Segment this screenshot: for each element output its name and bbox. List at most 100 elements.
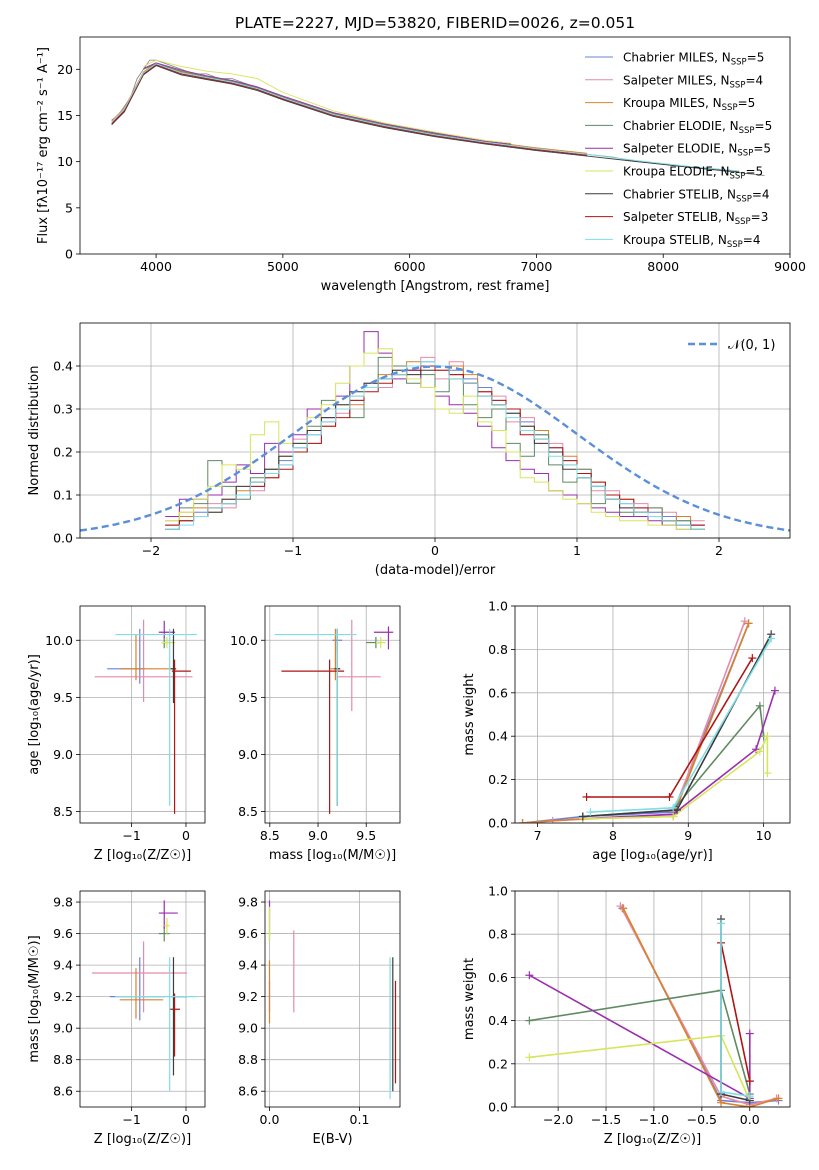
plot-area-mass-vs-EBV — [268, 900, 397, 1100]
y-tick-label: 9.0 — [238, 1021, 258, 1036]
legend-label-name: Kroupa STELIB, N — [623, 233, 727, 247]
legend-label-name: Chabrier MILES, N — [623, 51, 731, 65]
axes-frame — [264, 605, 401, 824]
model-line-kroupa-stelib — [111, 63, 740, 172]
series-line-salpeter-stelib — [720, 942, 751, 1082]
y-tick-label: 0.4 — [488, 729, 508, 744]
y-axis-label: Normed distribution — [27, 366, 42, 496]
y-tick-label: 1.0 — [488, 599, 508, 614]
point-marker — [770, 686, 779, 695]
normal-curve — [80, 365, 790, 532]
point-marker — [525, 971, 534, 980]
model-line-chabrier-stelib — [111, 65, 740, 173]
x-tick-label: 0.0 — [260, 1112, 280, 1127]
legend-label: 𝒩(0, 1) — [728, 338, 775, 353]
legend-label-name: Chabrier ELODIE, N — [623, 119, 739, 133]
point-marker — [745, 1092, 754, 1101]
y-tick-label: 9.5 — [238, 690, 258, 705]
y-tick-label: 0.0 — [488, 816, 508, 831]
x-tick-label: 10 — [756, 828, 772, 843]
figure-title: PLATE=2227, MJD=53820, FIBERID=0026, z=0… — [235, 14, 635, 32]
y-tick-label: 0.6 — [488, 970, 508, 985]
x-axis-label: age [log₁₀(age/yr)] — [592, 848, 713, 863]
axes-frame — [514, 890, 791, 1108]
x-tick-label: 7 — [534, 828, 542, 843]
series-line-salpeter-miles — [522, 620, 746, 823]
legend-label-sub: SSP — [727, 240, 743, 250]
model-line-chabrier-elodie — [143, 63, 512, 146]
y-tick-label: 0.6 — [488, 685, 508, 700]
legend-label-name: Chabrier STELIB, N — [623, 187, 736, 201]
point-marker — [525, 1053, 534, 1062]
y-tick-label: 8.5 — [53, 804, 73, 819]
legend-label: Chabrier ELODIE, NSSP=5 — [623, 119, 772, 136]
axes-frame — [514, 605, 791, 824]
errorbar-kroupa-miles — [119, 968, 164, 1019]
series-line-salpeter-elodie — [582, 690, 776, 820]
y-tick-label: 10.0 — [230, 633, 258, 648]
errorbar-chabrier-miles — [109, 957, 165, 1021]
y-axis-label: mass weight — [462, 673, 477, 755]
y-tick-label: 0 — [65, 247, 73, 262]
legend-label: Kroupa MILES, NSSP=5 — [623, 96, 755, 113]
plot-area-mass-vs-Z — [91, 900, 197, 1092]
plot-area-residuals — [80, 331, 790, 532]
point-marker — [755, 747, 764, 756]
y-tick-label: 8.8 — [238, 1052, 258, 1067]
model-line-kroupa-elodie — [143, 59, 512, 144]
point-marker — [745, 1077, 754, 1086]
series-line-salpeter-miles — [619, 905, 777, 1106]
legend-label-sub: SSP — [739, 126, 755, 136]
x-axis-label: wavelength [Angstrom, rest frame] — [321, 279, 550, 294]
errorbar-kroupa-miles — [330, 628, 341, 681]
y-tick-label: 20 — [57, 62, 73, 77]
axes-frame — [264, 890, 401, 1108]
errorbar-chabrier-stelib — [170, 957, 188, 1076]
errorbar-salpeter-stelib — [169, 993, 180, 1057]
y-tick-label: 10 — [57, 154, 73, 169]
errorbar-chabrier-stelib — [170, 628, 177, 704]
errorbar-kroupa-elodie — [164, 917, 170, 934]
y-tick-label: 0.2 — [53, 445, 73, 460]
legend: Chabrier MILES, N SSP =5 Salpeter MILES, NS… — [585, 51, 772, 250]
y-tick-label: 0.8 — [488, 927, 508, 942]
x-tick-label: 9.0 — [308, 828, 328, 843]
y-tick-label: 8.6 — [238, 1084, 258, 1099]
model-line-salpeter-stelib — [111, 64, 588, 156]
series-line-chabrier-miles — [522, 623, 750, 823]
legend-label-sub: SSP — [736, 194, 752, 204]
legend-label-sub: SSP — [730, 80, 746, 90]
plot-area-age-vs-Z — [94, 619, 197, 814]
legend-label-sub: SSP — [735, 217, 751, 227]
axes-frame — [79, 890, 206, 1108]
point-marker — [717, 919, 726, 928]
errorbar-chabrier-miles — [107, 628, 146, 684]
legend-label-sub: SSP — [722, 103, 738, 113]
panel-mass-vs-EBV: 0.0 0.1 8.6 8.8 9.0 9.2 9.4 9.6 9.8 E(B-V) — [238, 890, 401, 1147]
x-tick-label: 5000 — [267, 259, 299, 274]
y-tick-label: 9.2 — [238, 989, 258, 1004]
y-tick-label: 1.0 — [488, 884, 508, 899]
legend-label: Salpeter MILES, NSSP=4 — [623, 73, 763, 90]
y-tick-label: 8.5 — [238, 804, 258, 819]
point-marker — [763, 769, 772, 778]
x-tick-label: 2 — [715, 543, 723, 558]
point-marker — [767, 634, 776, 643]
x-tick-label: 9000 — [774, 259, 806, 274]
legend-label-value: =3 — [751, 210, 769, 224]
y-tick-label: 8.6 — [53, 1084, 73, 1099]
point-marker — [774, 1094, 783, 1103]
legend-label: Kroupa STELIB, NSSP=4 — [623, 233, 761, 250]
x-tick-label: −0.5 — [687, 1112, 717, 1127]
histogram-kroupa-stelib — [165, 361, 705, 530]
plot-area-massweight-vs-Z — [525, 902, 783, 1107]
point-marker — [582, 792, 591, 801]
y-axis-label: age [log₁₀(age/yr)] — [27, 654, 42, 775]
plot-area-massweight-vs-age — [518, 617, 779, 823]
legend-label-value: =5 — [747, 51, 765, 65]
model-line-chabrier-miles — [111, 64, 588, 156]
y-tick-label: 8.8 — [53, 1052, 73, 1067]
y-tick-label: 9.8 — [238, 895, 258, 910]
y-tick-label: 0.2 — [488, 772, 508, 787]
point-marker — [518, 819, 527, 823]
